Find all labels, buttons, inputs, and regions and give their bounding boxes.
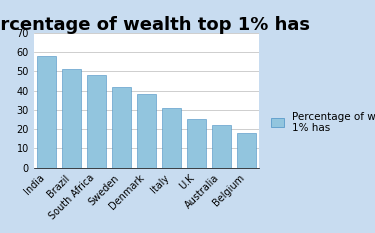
Legend: Percentage of wealth top
1% has: Percentage of wealth top 1% has [272,112,375,133]
Bar [37,56,56,168]
Bar [187,120,206,168]
Bar [237,133,256,168]
Bar [137,94,156,168]
Bar [87,75,106,168]
Bar [112,87,130,168]
Bar [212,125,231,168]
Bar [62,69,81,168]
Bar [162,108,181,168]
Text: Percentage of wealth top 1% has: Percentage of wealth top 1% has [0,16,310,34]
